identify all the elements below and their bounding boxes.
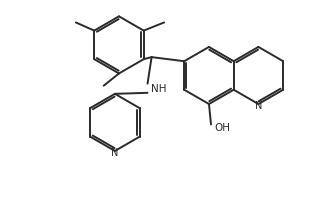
- Text: N: N: [255, 100, 262, 110]
- Text: N: N: [111, 147, 119, 157]
- Text: OH: OH: [214, 123, 230, 133]
- Text: NH: NH: [151, 83, 166, 93]
